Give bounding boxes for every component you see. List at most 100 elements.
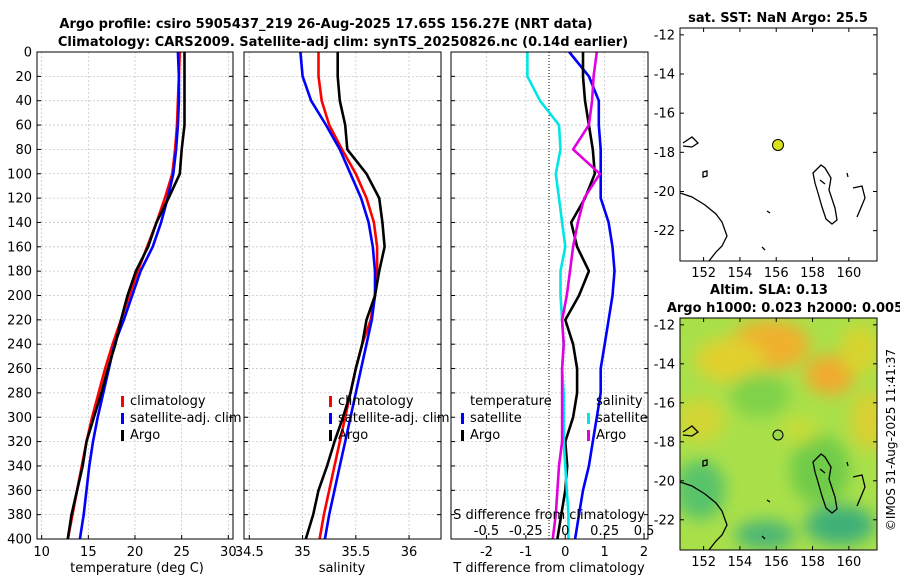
s-tick-label: 0.5 — [634, 524, 655, 539]
x-tick-label: 20 — [127, 545, 144, 560]
x-tick-label: 0 — [561, 545, 569, 560]
coastline-mainland — [680, 481, 728, 550]
x-tick-label: -1 — [519, 545, 532, 560]
x-tick-label: 2 — [640, 545, 648, 560]
lat-tick-label: -16 — [654, 396, 675, 411]
legend-swatch-t-satellite — [461, 413, 464, 424]
lon-tick-label: 152 — [691, 555, 716, 570]
depth-tick-label: 0 — [24, 46, 32, 61]
sla-lat-tick-labels: -12 -14 -16 -18 -20 -22 — [654, 318, 877, 528]
depth-tick-label: 140 — [7, 216, 32, 231]
lat-tick-label: -14 — [654, 68, 675, 83]
lat-tick-label: -18 — [654, 435, 675, 450]
depth-tick-label: 340 — [7, 459, 32, 474]
series-line-salinity-argo — [551, 51, 602, 540]
sst-lat-tick-labels: -12 -14 -16 -18 -20 -22 — [654, 28, 877, 239]
legend-title-salinity: salinity — [596, 394, 643, 409]
legend-title-temperature: temperature — [470, 394, 552, 409]
temperature-legend: climatology satellite-adj. clim Argo — [121, 394, 242, 443]
imos-watermark: ©IMOS 31-Aug-2025 11:41:37 — [884, 349, 898, 531]
legend-label-t-satellite: satellite — [470, 411, 522, 426]
lon-tick-label: 160 — [836, 555, 861, 570]
series-line-temperature-argo — [556, 52, 597, 540]
x-tick-label: 1 — [601, 545, 609, 560]
salinity-legend: climatology satellite-adj. clim Argo — [329, 394, 450, 443]
argo-position-marker — [772, 139, 784, 151]
salinity-tick-labels: 34.5 35 35.5 36 — [235, 545, 417, 560]
sla-map-title-1: Altim. SLA: 0.13 — [710, 283, 828, 298]
coastline-island-a — [702, 459, 708, 467]
x-tick-label: -2 — [480, 545, 493, 560]
sla-blob-teal-2 — [735, 520, 795, 550]
difference-panel: -2 -1 0 1 2 -0.5 -0.25 0 0.25 0.5 S difference f… — [450, 51, 655, 576]
coastline-island-c — [852, 185, 866, 218]
s-difference-label: S difference from climatology — [453, 508, 645, 523]
difference-legend-temperature: temperature satellite Argo — [461, 394, 552, 443]
legend-swatch-climatology — [121, 396, 124, 407]
sla-lon-tick-labels: 152 154 156 158 160 — [691, 318, 861, 570]
sla-blob-yellow-4 — [680, 398, 725, 442]
depth-tick-labels: 0 20 40 60 80 100 120 140 160 180 200 220 240 260 280 3… — [7, 46, 32, 548]
sla-map-frame — [679, 317, 878, 551]
legend-swatch-satellite — [329, 413, 332, 424]
series-line-satellite-adj-clim — [78, 51, 181, 540]
legend-swatch-argo — [121, 430, 124, 441]
coastline-island-b — [846, 172, 849, 178]
salinity-grid — [244, 51, 441, 540]
depth-tick-label: 160 — [7, 240, 32, 255]
s-tick-label: 0.25 — [590, 524, 619, 539]
lat-tick-label: -12 — [654, 28, 675, 43]
sla-coastlines — [680, 425, 866, 550]
t-difference-tick-labels: -2 -1 0 1 2 — [480, 545, 648, 560]
sla-blob-yellow-1 — [695, 338, 765, 382]
legend-label-satellite: satellite-adj. clim — [130, 411, 242, 426]
lon-tick-label: 154 — [728, 266, 753, 281]
temperature-xlabel: temperature (deg C) — [70, 561, 204, 576]
lon-tick-label: 156 — [764, 555, 789, 570]
temperature-lines — [66, 51, 186, 540]
s-tick-label: 0 — [561, 524, 569, 539]
legend-label-argo: Argo — [130, 428, 160, 443]
coastline-reef-east-2 — [819, 468, 826, 474]
sst-map-frame — [679, 27, 878, 262]
sla-blob-green-3 — [680, 460, 725, 520]
coastline-reef-east — [812, 164, 838, 225]
difference-lines — [526, 51, 616, 540]
s-difference-tick-labels: -0.5 -0.25 0 0.25 0.5 — [474, 524, 655, 539]
lon-tick-label: 160 — [836, 266, 861, 281]
legend-label-s-satellite: satellite — [596, 411, 648, 426]
depth-tick-label: 300 — [7, 411, 32, 426]
depth-tick-label: 200 — [7, 289, 32, 304]
depth-tick-label: 280 — [7, 386, 32, 401]
title-line-2: Climatology: CARS2009. Satellite-adj cli… — [58, 35, 628, 50]
sst-coastlines — [680, 136, 866, 261]
depth-tick-label: 320 — [7, 435, 32, 450]
x-tick-label: 35.5 — [341, 545, 370, 560]
legend-label-climatology: climatology — [338, 394, 414, 409]
coastline-island-e — [761, 246, 766, 251]
argo-position-marker — [772, 429, 784, 441]
t-difference-xlabel: T difference from climatology — [452, 561, 645, 576]
sst-map: sat. SST: NaN Argo: 25.5 -12 -14 -16 -18 -20… — [654, 11, 878, 281]
salinity-xlabel: salinity — [319, 561, 366, 576]
sla-blob-yellow-5 — [782, 416, 818, 444]
coastline-island-e — [761, 535, 766, 540]
x-tick-label: 15 — [80, 545, 97, 560]
difference-legend-salinity: salinity satellite Argo — [587, 394, 648, 443]
lat-tick-label: -12 — [654, 318, 675, 333]
x-tick-label: 34.5 — [235, 545, 264, 560]
depth-tick-label: 180 — [7, 265, 32, 280]
depth-tick-label: 100 — [7, 167, 32, 182]
s-tick-label: -0.5 — [474, 524, 499, 539]
salinity-axes-frame — [243, 51, 442, 540]
lat-tick-label: -20 — [654, 474, 675, 489]
sla-map: Altim. SLA: 0.13 Argo h1000: 0.023 h2000… — [654, 283, 900, 570]
x-tick-label: 10 — [33, 545, 50, 560]
lat-tick-label: -16 — [654, 107, 675, 122]
lat-tick-label: -20 — [654, 185, 675, 200]
lat-tick-label: -18 — [654, 146, 675, 161]
lat-tick-label: -22 — [654, 513, 675, 528]
depth-tick-label: 40 — [15, 94, 32, 109]
depth-tick-label: 120 — [7, 192, 32, 207]
